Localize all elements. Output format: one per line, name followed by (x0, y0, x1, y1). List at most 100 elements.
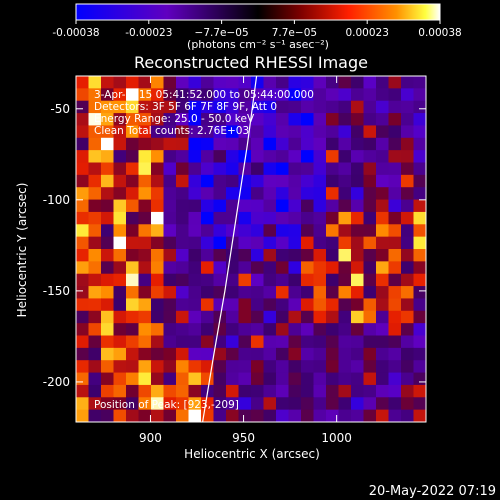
heatmap-cell (388, 137, 402, 151)
heatmap-cell (251, 298, 264, 312)
heatmap-cell (413, 162, 426, 176)
heatmap-cell (251, 372, 264, 386)
heatmap-cell (363, 298, 377, 312)
solar-limb-line (202, 76, 258, 422)
heatmap-cell (301, 236, 314, 250)
heatmap-cell (213, 347, 227, 361)
heatmap-cell (88, 286, 102, 299)
heatmap-cell (126, 347, 139, 361)
heatmap-cell (276, 137, 289, 151)
heatmap-cell (276, 384, 289, 398)
heatmap-cell (226, 113, 239, 126)
y-tick-label: -150 (43, 284, 70, 298)
heatmap-cell (313, 372, 327, 386)
heatmap-cell (251, 137, 264, 151)
heatmap-cell (126, 76, 139, 89)
heatmap-cell (126, 236, 139, 250)
heatmap-cell (413, 249, 426, 262)
heatmap-cell (113, 397, 127, 411)
heatmap-cell (101, 347, 114, 361)
heatmap-cell (151, 211, 164, 225)
heatmap-cell (413, 125, 426, 139)
heatmap-cell (363, 286, 377, 299)
heatmap-cell (101, 261, 114, 275)
heatmap-cell (376, 224, 389, 238)
heatmap-cell (413, 273, 426, 287)
heatmap-cell (338, 174, 352, 188)
heatmap-cell (126, 162, 139, 176)
heatmap-cell (88, 187, 102, 201)
heatmap-cell (313, 199, 327, 213)
heatmap-cell (276, 347, 289, 361)
heatmap-cell (226, 347, 239, 361)
heatmap-cell (263, 372, 277, 386)
heatmap-cell (113, 298, 127, 312)
heatmap-cell (326, 162, 339, 176)
heatmap-cell (326, 286, 339, 299)
heatmap-cell (226, 286, 239, 299)
heatmap-cell (188, 409, 202, 422)
heatmap-cell (263, 360, 277, 374)
heatmap-cell (288, 310, 302, 324)
heatmap-cell (326, 397, 339, 411)
colorbar-tick-label: -0.00023 (125, 27, 172, 39)
heatmap-cell (388, 335, 402, 349)
heatmap-cell (326, 174, 339, 188)
chart-title: Reconstructed RHESSI Image (134, 53, 368, 72)
heatmap-cell (163, 347, 177, 361)
heatmap-cell (113, 187, 127, 201)
heatmap-cell (338, 384, 352, 398)
heatmap-cell (388, 100, 402, 114)
heatmap-cell (263, 162, 277, 176)
heatmap-cell (151, 372, 164, 386)
heatmap-cell (163, 310, 177, 324)
heatmap-cell (388, 409, 402, 422)
heatmap-cell (101, 397, 114, 411)
y-axis-label: Heliocentric Y (arcsec) (15, 183, 29, 318)
heatmap-cell (88, 88, 102, 102)
heatmap-cell (126, 174, 139, 188)
heatmap-cell (176, 224, 189, 238)
heatmap-cell (351, 409, 364, 422)
heatmap-cell (188, 397, 202, 411)
heatmap-cell (276, 298, 289, 312)
heatmap-cell (413, 409, 426, 422)
heatmap-cell (238, 162, 252, 176)
heatmap-cell (188, 224, 202, 238)
heatmap-cell (138, 211, 152, 225)
heatmap-cell (76, 211, 89, 225)
heatmap-cell (401, 113, 414, 126)
heatmap-cell (151, 249, 164, 262)
heatmap-cell (288, 323, 302, 336)
heatmap-cell (163, 125, 177, 139)
heatmap-cell (313, 187, 327, 201)
heatmap-cell (251, 150, 264, 163)
heatmap-cell (126, 286, 139, 299)
heatmap-cell (188, 76, 202, 89)
heatmap-cell (113, 224, 127, 238)
heatmap-cell (351, 286, 364, 299)
heatmap-cell (76, 298, 89, 312)
heatmap-cell (76, 174, 89, 188)
heatmap-cell (401, 397, 414, 411)
heatmap-cell (76, 273, 89, 287)
heatmap-cell (138, 76, 152, 89)
heatmap-cell (313, 273, 327, 287)
heatmap-cell (401, 347, 414, 361)
heatmap-cell (376, 162, 389, 176)
heatmap-cell (313, 384, 327, 398)
heatmap-cell (201, 273, 214, 287)
heatmap-cell (276, 162, 289, 176)
heatmap-cell (301, 187, 314, 201)
heatmap-cell (338, 236, 352, 250)
heatmap-cell (126, 224, 139, 238)
heatmap-cell (338, 249, 352, 262)
heatmap-cell (126, 360, 139, 374)
heatmap-cell (213, 384, 227, 398)
heatmap-cell (251, 347, 264, 361)
heatmap-cell (263, 187, 277, 201)
heatmap-cell (413, 199, 426, 213)
heatmap-cell (413, 113, 426, 126)
heatmap-cell (276, 335, 289, 349)
